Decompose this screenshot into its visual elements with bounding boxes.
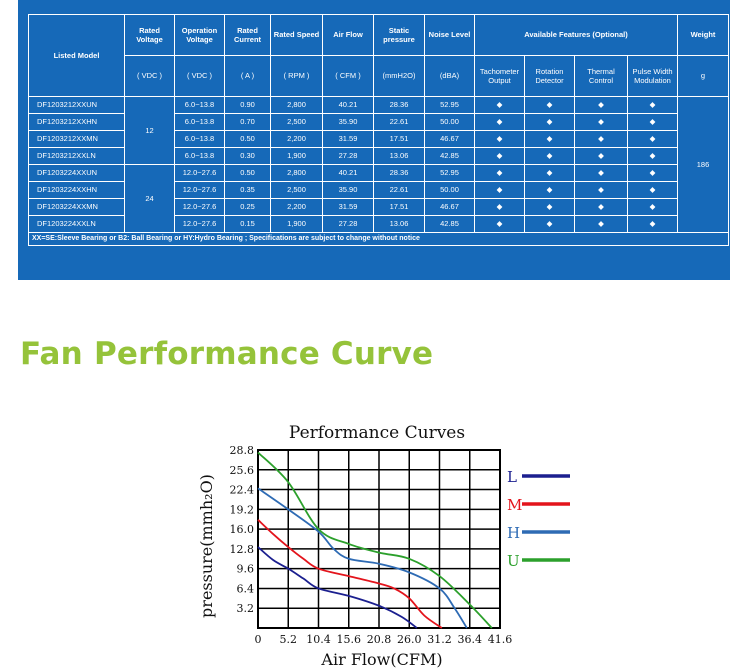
table-row: DF1203224XXLN 12.0~27.6 0.15 1,900 27.28 13.0… (28, 215, 729, 233)
y-tick-label: 16.0 (230, 523, 255, 536)
x-axis-label: Air Flow(CFM) (320, 650, 442, 669)
header-voltage: Rated Voltage (124, 14, 175, 56)
unit-noise: (dBA) (424, 55, 475, 97)
legend-label-h: H (507, 524, 520, 542)
header-model: Listed Model (28, 14, 125, 97)
y-tick-label: 22.4 (230, 484, 255, 497)
unit-voltage: ( VDC ) (124, 55, 175, 97)
y-axis-label: pressure(mmh₂O) (197, 474, 216, 618)
unit-pressure: (mmH2O) (373, 55, 425, 97)
legend-label-u: U (507, 552, 520, 570)
chart-lines (257, 451, 493, 629)
table-row: DF1203224XXHN 12.0~27.6 0.35 2,500 35.90 22.6… (28, 181, 729, 199)
header-features: Available Features (Optional) (474, 14, 678, 56)
y-tick-label: 19.2 (230, 503, 255, 516)
spec-table: Listed Model Rated Voltage Operation Vol… (28, 14, 729, 246)
table-row: DF1203212XXUN 12 6.0~13.8 0.90 2,800 40.21 28.… (28, 96, 729, 233)
x-tick-label: 41.6 (488, 633, 513, 646)
header-airflow: Air Flow (322, 14, 374, 56)
x-tick-label: 20.8 (367, 633, 392, 646)
header-weight: Weight (677, 14, 729, 56)
table-note: XX=SE:Sleeve Bearing or B2: Ball Bearing… (28, 232, 729, 246)
y-tick-label: 6.4 (237, 582, 255, 595)
chart-grid (257, 449, 501, 629)
y-tick-label: 3.2 (237, 602, 255, 615)
x-tick-label: 5.2 (280, 633, 298, 646)
table-row: DF1203212XXMN 6.0~13.8 0.50 2,200 31.59 17.51… (28, 130, 729, 148)
chart-title: Performance Curves (289, 423, 465, 443)
x-tick-label: 15.6 (337, 633, 362, 646)
feature-thermal-control: Thermal Control (574, 55, 628, 97)
header-speed: Rated Speed (270, 14, 323, 56)
legend-label-l: L (507, 468, 517, 486)
y-tick-label: 9.6 (237, 563, 255, 576)
x-tick-label: 36.4 (458, 633, 483, 646)
series-line-u (257, 451, 493, 629)
x-tick-label: 26.0 (397, 633, 422, 646)
chart-ticks: 0 5.2 10.4 15.6 20.8 26.0 31.2 36.4 41.6 3.2 6.4 9.… (230, 444, 513, 646)
table-note-row: XX=SE:Sleeve Bearing or B2: Ball Bearing… (28, 232, 729, 246)
series-line-l (257, 546, 418, 629)
table-row: DF1203212XXLN 6.0~13.8 0.30 1,900 27.28 13.06… (28, 147, 729, 165)
y-tick-label: 12.8 (230, 543, 255, 556)
x-tick-label: 10.4 (306, 633, 331, 646)
unit-speed: ( RPM ) (270, 55, 323, 97)
series-line-h (257, 487, 468, 629)
feature-pwm: Pulse Width Modulation (627, 55, 678, 97)
header-pressure: Static pressure (373, 14, 425, 56)
spec-panel: Listed Model Rated Voltage Operation Vol… (18, 0, 730, 280)
feature-rotation-detector: Rotation Detector (524, 55, 575, 97)
y-tick-label: 28.8 (230, 444, 255, 457)
series-line-m (257, 519, 443, 629)
x-tick-label: 31.2 (427, 633, 452, 646)
legend-label-m: M (507, 496, 522, 514)
x-tick-label: 0 (255, 633, 262, 646)
table-row: DF1203212XXHN 6.0~13.8 0.70 2,500 35.90 22.61… (28, 113, 729, 131)
section-heading: Fan Performance Curve (20, 336, 434, 372)
cell-weight: 186 (677, 96, 729, 233)
y-tick-label: 25.6 (230, 464, 255, 477)
